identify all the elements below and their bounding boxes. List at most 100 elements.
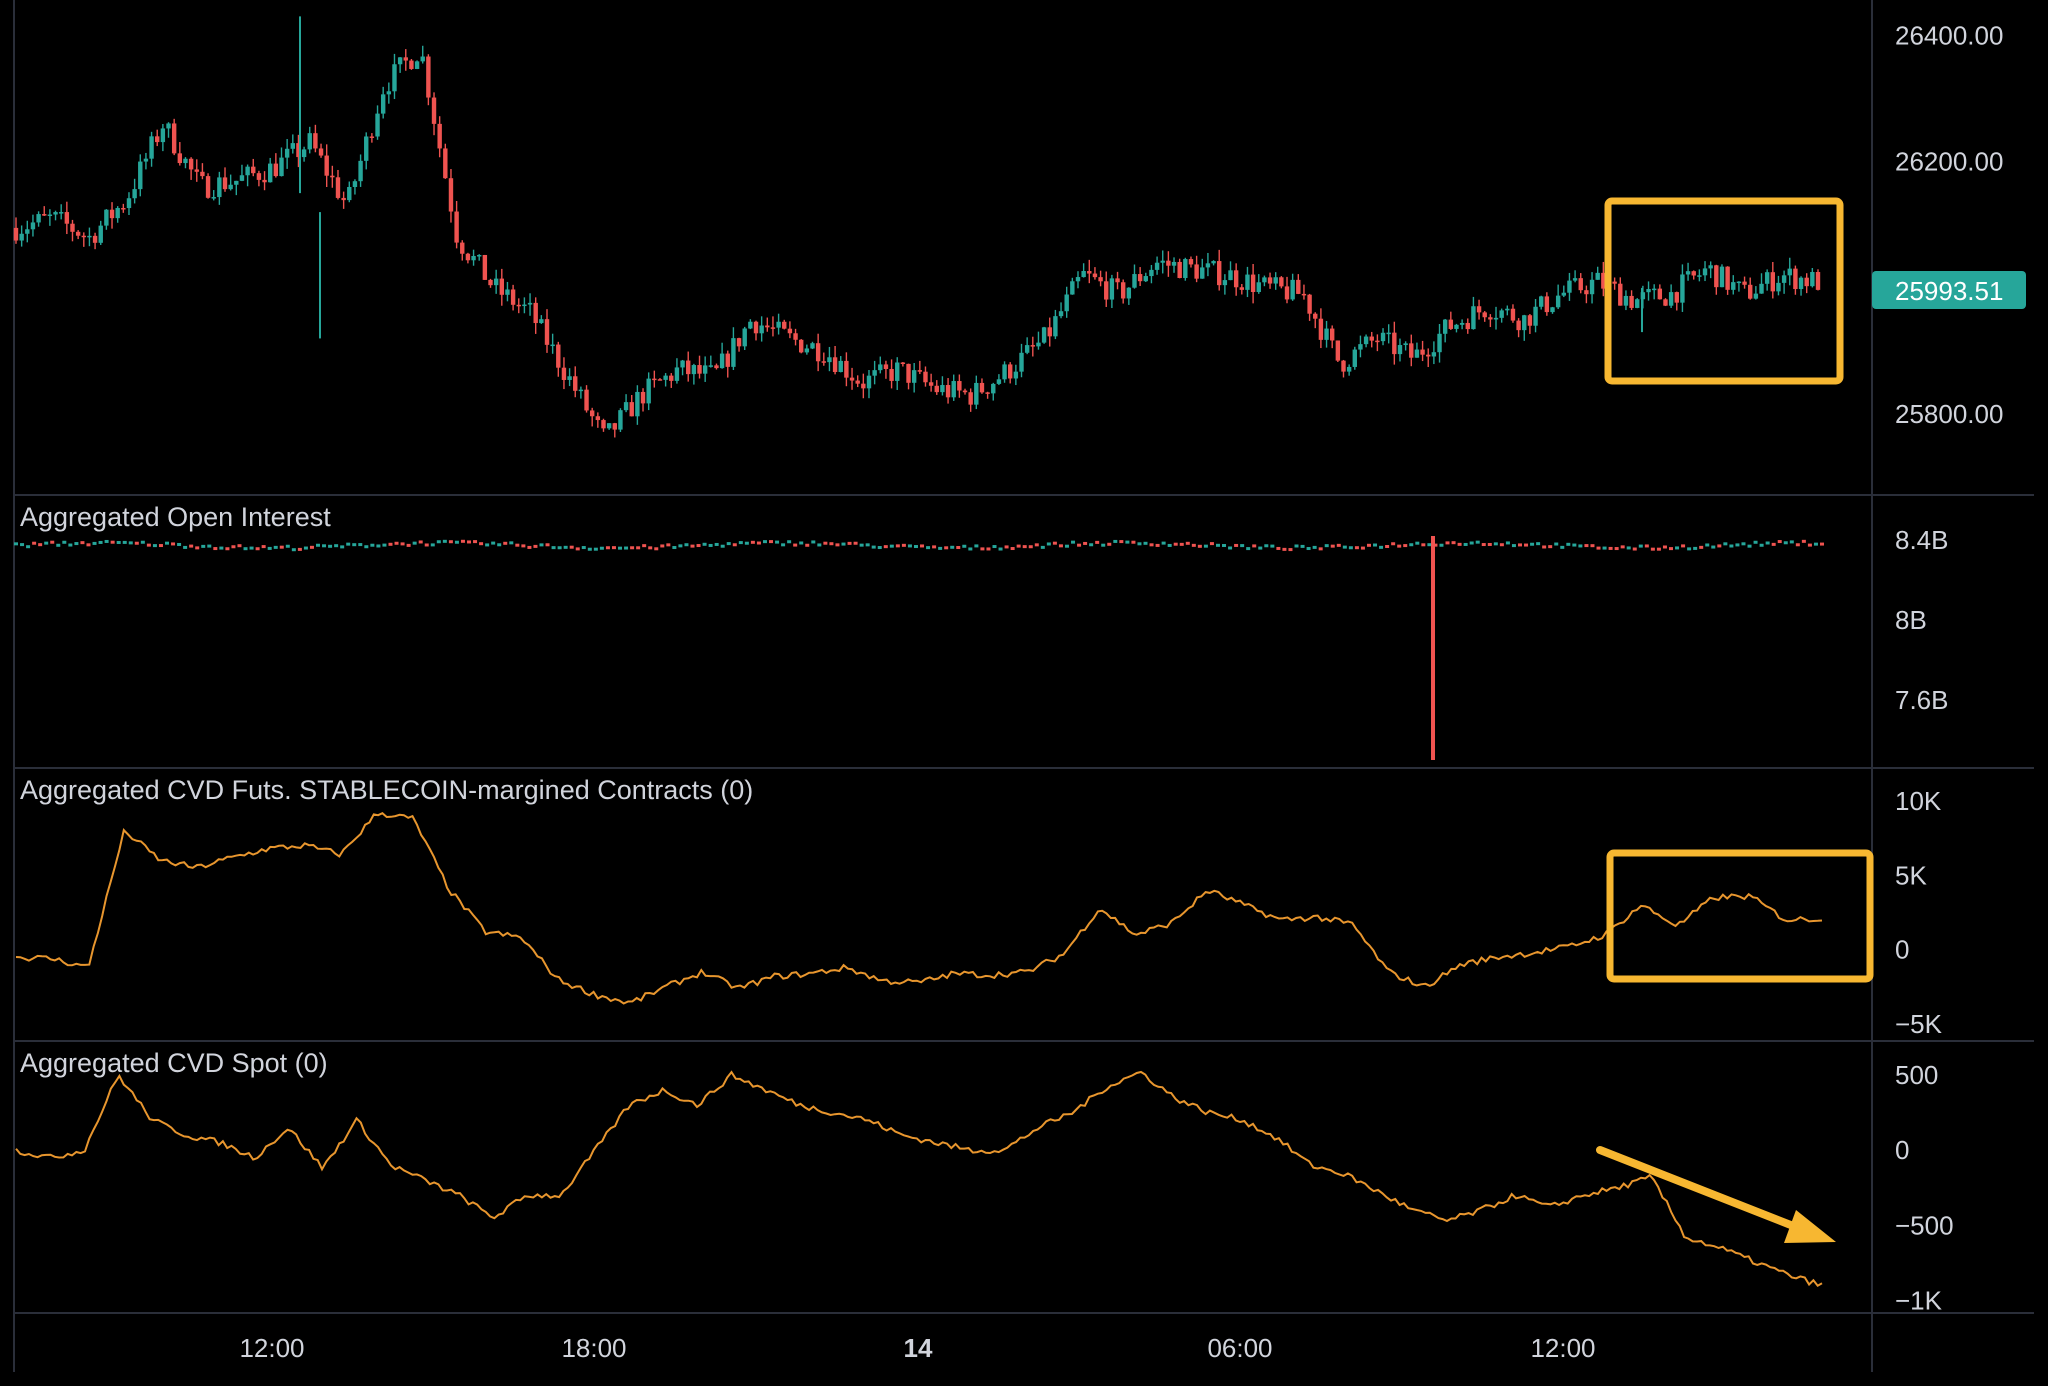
- oi-candle: [1270, 544, 1275, 548]
- candle-body: [1397, 345, 1403, 355]
- candle-body: [25, 229, 30, 234]
- candle-body: [448, 178, 454, 212]
- oi-candle: [509, 541, 514, 545]
- oi-candle: [225, 547, 230, 551]
- oi-candle: [968, 547, 973, 551]
- oi-candle: [303, 546, 308, 550]
- price-pane[interactable]: 26400.00 26200.00 25800.00 25993.51: [13, 16, 2026, 438]
- oi-candle: [1403, 544, 1408, 548]
- candle-body: [347, 187, 352, 201]
- time-label: 12:00: [1530, 1333, 1595, 1363]
- candle-body: [70, 223, 75, 232]
- oi-candle: [1487, 542, 1492, 546]
- oi-candle: [1542, 545, 1547, 549]
- oi-candle: [1330, 544, 1335, 548]
- oi-candle: [74, 542, 79, 546]
- candle-body: [1307, 294, 1312, 314]
- downtrend-arrow-shaft: [1596, 1146, 1810, 1235]
- candle-body: [75, 231, 81, 236]
- oi-candle: [322, 544, 327, 548]
- candle-body: [962, 390, 968, 393]
- oi-candle: [62, 540, 67, 544]
- candle-body: [1719, 266, 1725, 288]
- candle-body: [1753, 293, 1759, 299]
- candle-body: [606, 423, 612, 429]
- oi-candle: [400, 542, 405, 546]
- oi-candle: [460, 539, 465, 543]
- candle-body: [1154, 262, 1160, 270]
- oi-candle: [479, 542, 484, 546]
- candle-body: [166, 123, 171, 129]
- oi-candle: [328, 544, 333, 548]
- candle-body: [906, 363, 911, 383]
- oi-candle: [394, 541, 399, 545]
- open-interest-pane[interactable]: Aggregated Open Interest 8.4B 8B 7.6B: [14, 502, 1949, 760]
- candle-body: [686, 360, 691, 375]
- cvd-spot-pane[interactable]: Aggregated CVD Spot (0) 500 0 −500 −1K: [15, 1048, 1954, 1315]
- oi-candle: [726, 542, 731, 546]
- candle-body: [1488, 317, 1493, 320]
- candle-body: [307, 133, 312, 150]
- candle-body: [1008, 364, 1013, 379]
- candle-body: [330, 175, 335, 178]
- oi-candle: [1300, 544, 1305, 548]
- candle-body: [1442, 319, 1448, 334]
- cvd-futures-pane[interactable]: Aggregated CVD Futs. STABLECOIN-margined…: [15, 775, 1943, 1039]
- oi-candle: [1324, 544, 1329, 548]
- candle-body: [1024, 345, 1030, 353]
- candle-body: [1668, 292, 1674, 306]
- candle-body: [1030, 345, 1036, 347]
- candle-body: [324, 155, 329, 176]
- oi-candle: [110, 540, 115, 544]
- oi-candle: [1222, 544, 1227, 548]
- time-axis[interactable]: 12:00 18:00 14 06:00 12:00: [239, 1333, 1595, 1363]
- candle-body: [98, 225, 103, 243]
- candle-body: [1708, 265, 1713, 269]
- candle-body: [1104, 281, 1109, 300]
- oi-candle: [104, 539, 109, 543]
- candle-body: [793, 333, 798, 340]
- oi-candle: [86, 543, 91, 547]
- candle-body: [731, 338, 736, 367]
- candle-body: [1324, 328, 1329, 340]
- oi-candle: [787, 540, 792, 544]
- candle-body: [386, 91, 392, 95]
- oi-candle: [557, 546, 562, 550]
- candle-body: [81, 235, 86, 238]
- oi-candle: [1687, 547, 1692, 551]
- candle-body: [1589, 279, 1595, 295]
- candle-body: [234, 180, 239, 185]
- candle-body: [753, 321, 759, 334]
- oi-candle: [382, 543, 387, 547]
- oi-candle: [865, 543, 870, 547]
- candle-body: [1646, 289, 1651, 293]
- axis-tick-label: 0: [1895, 1135, 1909, 1165]
- axis-tick-label: 10K: [1895, 786, 1942, 816]
- oi-candle: [974, 544, 979, 548]
- candle-body: [573, 376, 578, 391]
- candle-body: [200, 171, 205, 177]
- candle-body: [115, 208, 120, 219]
- candle-body: [1075, 277, 1081, 282]
- oi-candle: [1644, 544, 1649, 548]
- candle-body: [1341, 360, 1346, 372]
- candle-body: [1663, 299, 1668, 306]
- candle-body: [1612, 281, 1617, 284]
- oi-candle: [1137, 542, 1142, 546]
- oi-candle: [1626, 546, 1631, 550]
- oi-candle: [793, 543, 798, 547]
- candle-body: [1002, 364, 1007, 380]
- candle-body: [1041, 327, 1047, 343]
- candle-body: [1358, 344, 1363, 350]
- candle-body: [1120, 282, 1126, 299]
- oi-candle: [738, 541, 743, 545]
- oi-candle: [648, 546, 653, 550]
- oi-candle: [799, 541, 804, 545]
- candle-body: [1262, 277, 1267, 283]
- oi-candle: [1258, 546, 1263, 550]
- candle-body: [1239, 287, 1245, 290]
- candle-body: [273, 163, 279, 177]
- oi-candle: [781, 543, 786, 547]
- oi-candle: [841, 542, 846, 546]
